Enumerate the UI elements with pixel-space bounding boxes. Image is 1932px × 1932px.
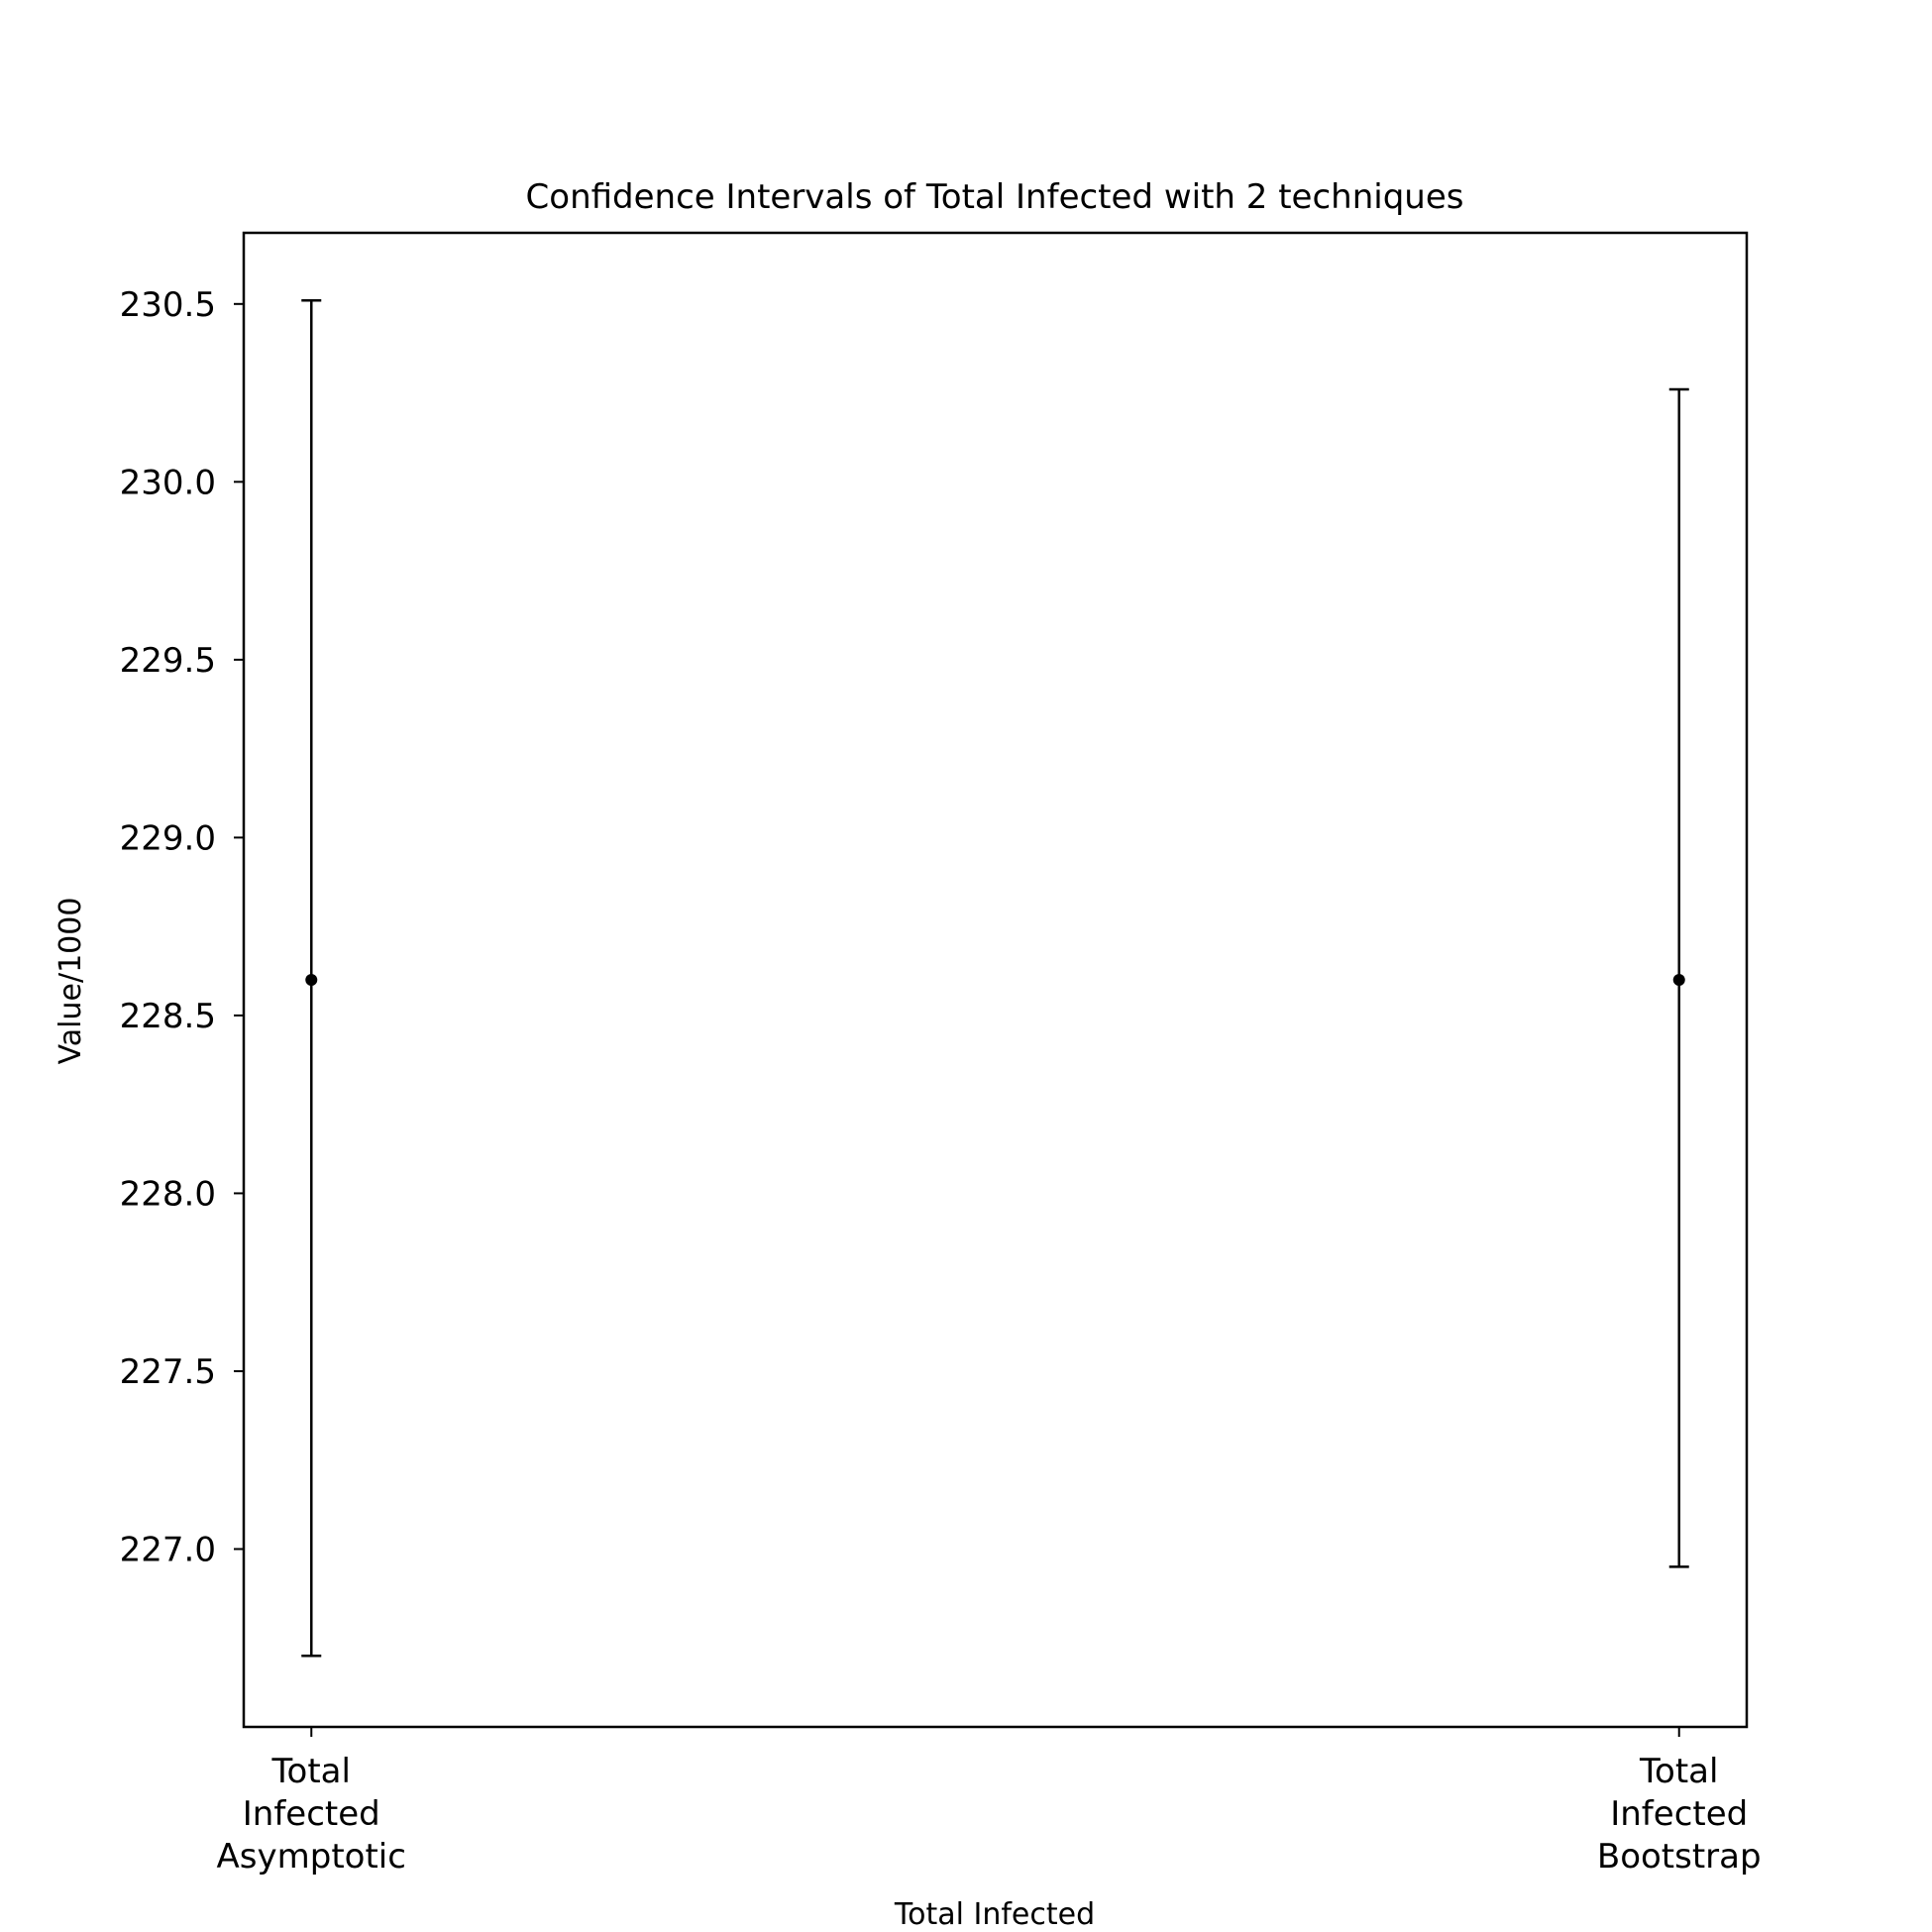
mean-point [1672,974,1685,986]
x-tick-label: Total [271,1752,351,1791]
x-axis-label: Total Infected [894,1897,1095,1932]
y-tick-label: 230.5 [120,285,216,325]
mean-point [305,974,318,986]
x-tick-label: Asymptotic [217,1837,406,1877]
y-axis-label: Value/1000 [54,898,88,1065]
y-tick-label: 228.0 [120,1174,216,1214]
y-tick-label: 228.5 [120,997,216,1036]
x-tick-label: Total [1639,1752,1718,1791]
y-tick-label: 227.5 [120,1352,216,1392]
error-bars [301,298,1689,1658]
y-axis-ticks: 227.0 227.5 228.0 228.5 229.0 229.5 230.0 230.5 [120,285,244,1569]
y-tick-label: 229.0 [120,818,216,858]
plot-area-frame [242,231,1749,1729]
x-tick-label: Infected [243,1794,380,1834]
y-tick-label: 227.0 [120,1530,216,1569]
x-tick-label: Bootstrap [1597,1837,1762,1877]
y-tick-label: 230.0 [120,463,216,502]
y-tick-label: 229.5 [120,641,216,681]
x-tick-label: Infected [1610,1794,1748,1834]
x-axis-ticks: TotalInfectedAsymptoticTotalInfectedBoot… [217,1727,1762,1877]
chart-title: Confidence Intervals of Total Infected w… [526,177,1464,217]
